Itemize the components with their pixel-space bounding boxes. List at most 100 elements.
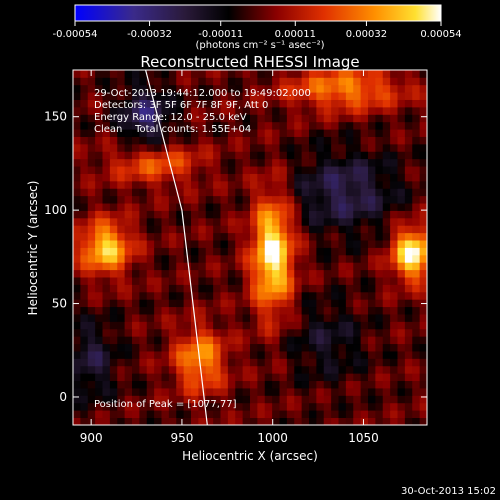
heatmap-cell [235,388,244,396]
heatmap-cell [227,291,236,300]
heatmap-cell [301,225,310,234]
heatmap-cell [397,336,406,345]
heatmap-cell [286,195,295,204]
heatmap-cell [323,358,332,367]
heatmap-cell [183,99,192,108]
heatmap-cell [161,254,170,263]
heatmap-cell [213,388,221,396]
heatmap-cell [132,129,140,137]
heatmap-cell [279,92,288,100]
heatmap-cell [375,92,384,100]
heatmap-cell [257,143,266,152]
heatmap-cell [338,321,347,330]
heatmap-cell [316,210,325,219]
heatmap-cell [331,336,339,345]
heatmap-cell [109,380,118,389]
heatmap-cell [235,180,244,189]
heatmap-cell [117,92,126,100]
heatmap-cell [309,277,317,285]
heatmap-cell [382,314,391,322]
heatmap-cell [227,314,236,322]
heatmap-cell [250,306,258,315]
heatmap-cell [338,195,347,204]
heatmap-cell [397,262,406,271]
heatmap-cell [360,388,369,396]
heatmap-cell [419,284,427,293]
heatmap-cell [294,410,303,419]
heatmap-cell [109,195,118,204]
heatmap-cell [154,99,162,108]
heatmap-cell [154,410,162,419]
heatmap-cell [412,77,421,86]
heatmap-cell [301,180,310,189]
heatmap-cell [102,328,111,337]
heatmap-cell [117,195,126,204]
heatmap-cell [375,203,384,211]
heatmap-cell [183,284,192,293]
heatmap-cell [397,143,406,152]
heatmap-cell [294,151,303,160]
heatmap-cell [294,188,303,197]
heatmap-cell [191,203,199,211]
heatmap-cell [161,84,170,93]
heatmap-cell [257,232,266,241]
heatmap-cell [213,195,221,204]
heatmap-cell [73,254,81,263]
heatmap-cell [242,203,251,211]
heatmap-cell [272,262,280,271]
heatmap-cell [397,351,406,359]
heatmap-cell [390,77,398,86]
heatmap-cell [176,92,185,100]
heatmap-cell [323,351,332,359]
heatmap-cell [309,114,317,123]
heatmap-cell [205,173,214,182]
heatmap-cell [375,99,384,108]
heatmap-cell [213,210,221,219]
heatmap-cell [323,188,332,197]
heatmap-cell [419,99,427,108]
heatmap-cell [279,373,288,382]
heatmap-cell [220,77,229,86]
heatmap-cell [191,380,199,389]
heatmap-cell [198,180,207,189]
heatmap-cell [205,365,214,374]
heatmap-cell [117,388,126,396]
heatmap-cell [161,188,170,197]
heatmap-cell [242,380,251,389]
heatmap-cell [117,291,126,300]
heatmap-cell [353,321,362,330]
heatmap-cell [345,388,354,396]
heatmap-cell [198,136,207,145]
heatmap-cell [73,351,81,359]
heatmap-cell [301,284,310,293]
heatmap-cell [198,195,207,204]
heatmap-cell [250,254,258,263]
heatmap-cell [242,188,251,197]
x-tick-label: 900 [80,431,103,445]
heatmap-cell [331,306,339,315]
heatmap-cell [80,284,89,293]
heatmap-cell [286,77,295,86]
heatmap-cell [390,321,398,330]
heatmap-cell [390,373,398,382]
heatmap-cell [124,388,133,396]
heatmap-cell [227,388,236,396]
heatmap-cell [331,321,339,330]
heatmap-cell [213,351,221,359]
heatmap-cell [205,262,214,271]
heatmap-cell [146,314,155,322]
heatmap-cell [95,158,103,167]
heatmap-cell [316,225,325,234]
heatmap-cell [198,402,207,411]
heatmap-cell [404,380,413,389]
heatmap-cell [264,166,273,174]
heatmap-cell [124,121,133,130]
heatmap-cell [375,417,384,425]
heatmap-cell [154,306,162,315]
heatmap-cell [286,129,295,137]
heatmap-cell [294,358,303,367]
heatmap-cell [412,402,421,411]
heatmap-cell [353,269,362,278]
heatmap-cell [286,92,295,100]
heatmap-cell [176,106,185,115]
